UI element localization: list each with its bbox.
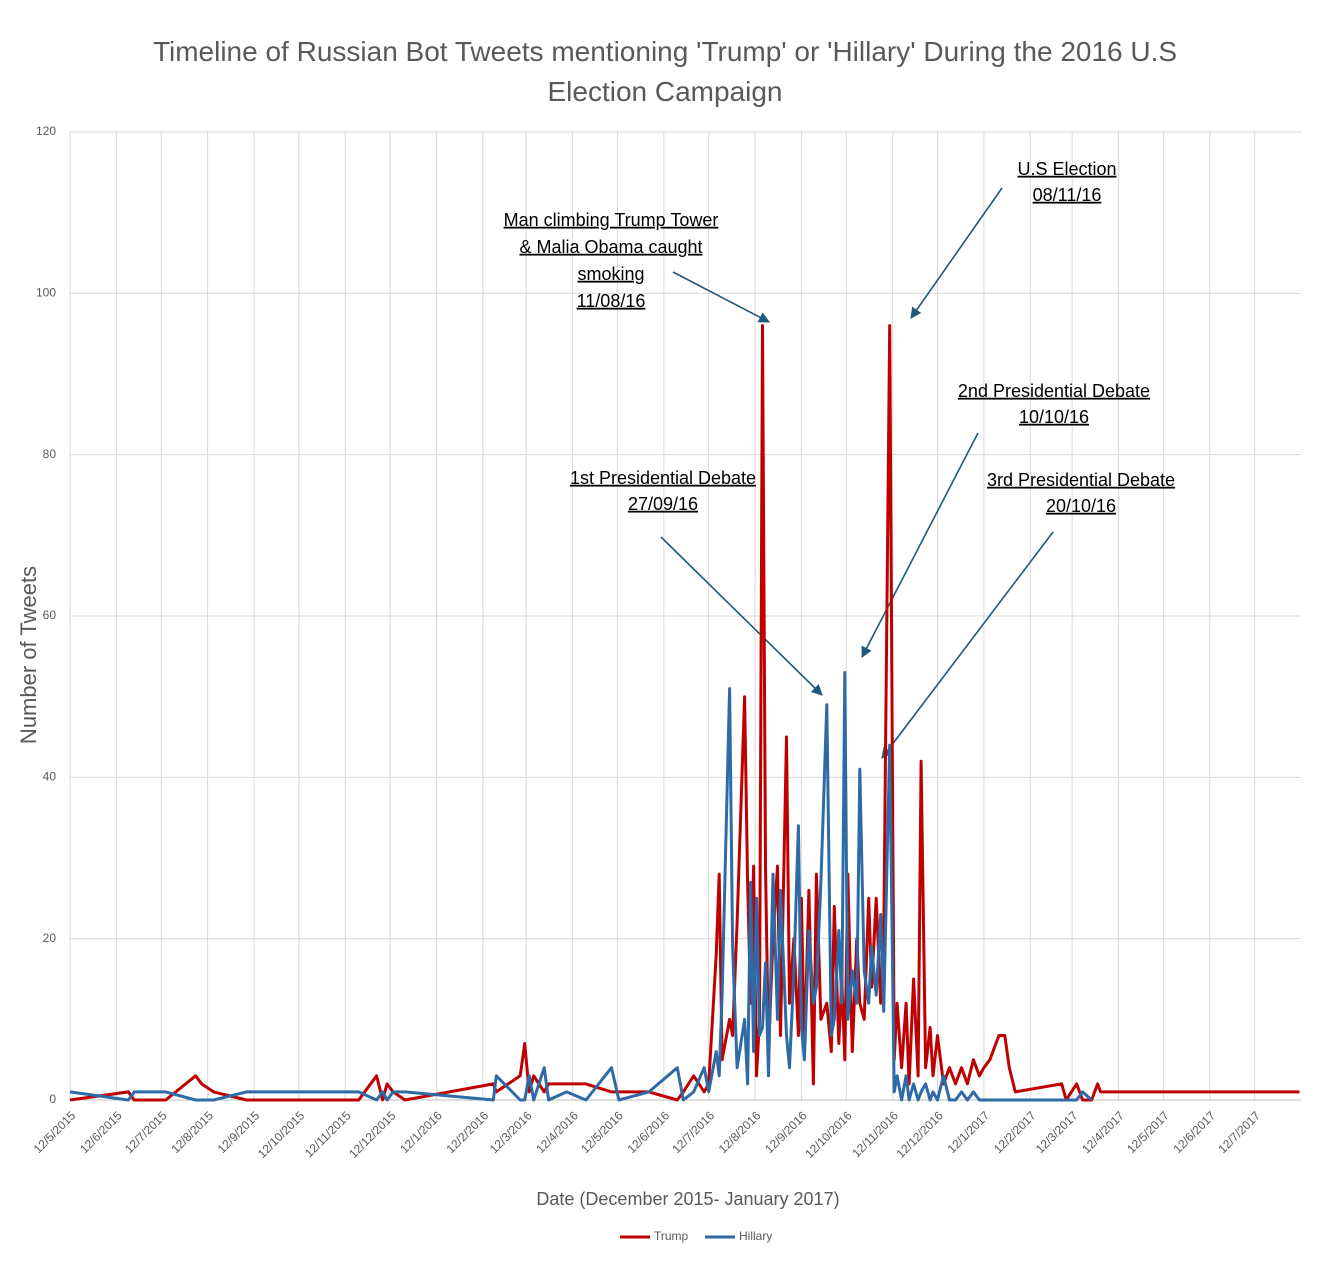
x-tick-label: 12/5/2016 — [578, 1108, 626, 1156]
annotation: Man climbing Trump Tower — [504, 210, 719, 230]
x-tick-label: 12/12/2016 — [894, 1108, 947, 1161]
x-tick-label: 12/3/2017 — [1033, 1108, 1081, 1156]
x-tick-label: 12/11/2016 — [849, 1108, 901, 1160]
x-tick-label: 12/2/2017 — [991, 1108, 1039, 1156]
y-tick-label: 60 — [43, 608, 57, 622]
annotation: 10/10/16 — [1019, 407, 1089, 427]
x-tick-label: 12/3/2016 — [487, 1108, 535, 1156]
annotation: 2nd Presidential Debate — [958, 381, 1150, 401]
x-tick-label: 12/12/2015 — [346, 1108, 399, 1161]
x-tick-label: 12/10/2016 — [802, 1108, 855, 1161]
annotation-arrow — [861, 432, 979, 658]
x-tick-label: 12/6/2015 — [77, 1108, 125, 1156]
y-tick-label: 80 — [43, 447, 57, 461]
x-tick-label: 12/1/2017 — [945, 1108, 993, 1156]
annotation-arrow — [672, 271, 770, 323]
x-tick-label: 12/4/2017 — [1079, 1108, 1127, 1156]
annotation-arrow — [881, 531, 1054, 759]
y-tick-label: 0 — [49, 1092, 56, 1106]
y-axis-label: Number of Tweets — [16, 566, 41, 744]
chart-title: Timeline of Russian Bot Tweets mentionin… — [152, 36, 1178, 107]
annotation-arrow — [660, 536, 823, 696]
x-tick-label: 12/7/2015 — [122, 1108, 170, 1156]
x-tick-label: 12/8/2015 — [168, 1108, 216, 1156]
y-tick-label: 40 — [43, 770, 57, 784]
annotation: U.S Election — [1017, 159, 1116, 179]
annotation: & Malia Obama caught — [519, 237, 702, 257]
x-tick-label: 12/7/2017 — [1215, 1108, 1263, 1156]
x-tick-label: 12/9/2015 — [215, 1108, 263, 1156]
x-tick-label: 12/10/2015 — [255, 1108, 308, 1161]
annotation-arrow — [910, 187, 1003, 319]
x-tick-label: 12/5/2015 — [31, 1108, 79, 1156]
annotation: 1st Presidential Debate — [570, 468, 756, 488]
x-tick-label: 12/11/2015 — [302, 1108, 354, 1160]
x-axis-label: Date (December 2015- January 2017) — [536, 1189, 839, 1209]
series-line — [69, 324, 1300, 1102]
x-tick-label: 12/1/2016 — [397, 1108, 445, 1156]
annotation: 11/08/16 — [577, 291, 646, 311]
legend-label: Hillary — [739, 1229, 772, 1243]
x-tick-label: 12/6/2017 — [1170, 1108, 1218, 1156]
series-line — [69, 671, 1093, 1102]
x-tick-label: 12/9/2016 — [762, 1108, 810, 1156]
x-tick-label: 12/7/2016 — [669, 1108, 717, 1156]
grid — [69, 131, 1301, 1101]
arrows — [660, 187, 1054, 759]
legend-label: Trump — [654, 1229, 689, 1243]
x-tick-label: 12/2/2016 — [444, 1108, 492, 1156]
annotation: 27/09/16 — [628, 494, 698, 514]
x-tick-label: 12/6/2016 — [625, 1108, 673, 1156]
y-tick-label: 20 — [43, 931, 57, 945]
annotation: 08/11/16 — [1033, 185, 1102, 205]
x-tick-label: 12/5/2017 — [1124, 1108, 1172, 1156]
y-tick-label: 120 — [36, 124, 56, 138]
annotation: 3rd Presidential Debate — [987, 470, 1175, 490]
y-tick-label: 100 — [36, 286, 56, 300]
annotation: 20/10/16 — [1046, 496, 1116, 516]
x-tick-label: 12/8/2016 — [716, 1108, 764, 1156]
x-tick-label: 12/4/2016 — [533, 1108, 581, 1156]
annotation: smoking — [577, 264, 644, 284]
